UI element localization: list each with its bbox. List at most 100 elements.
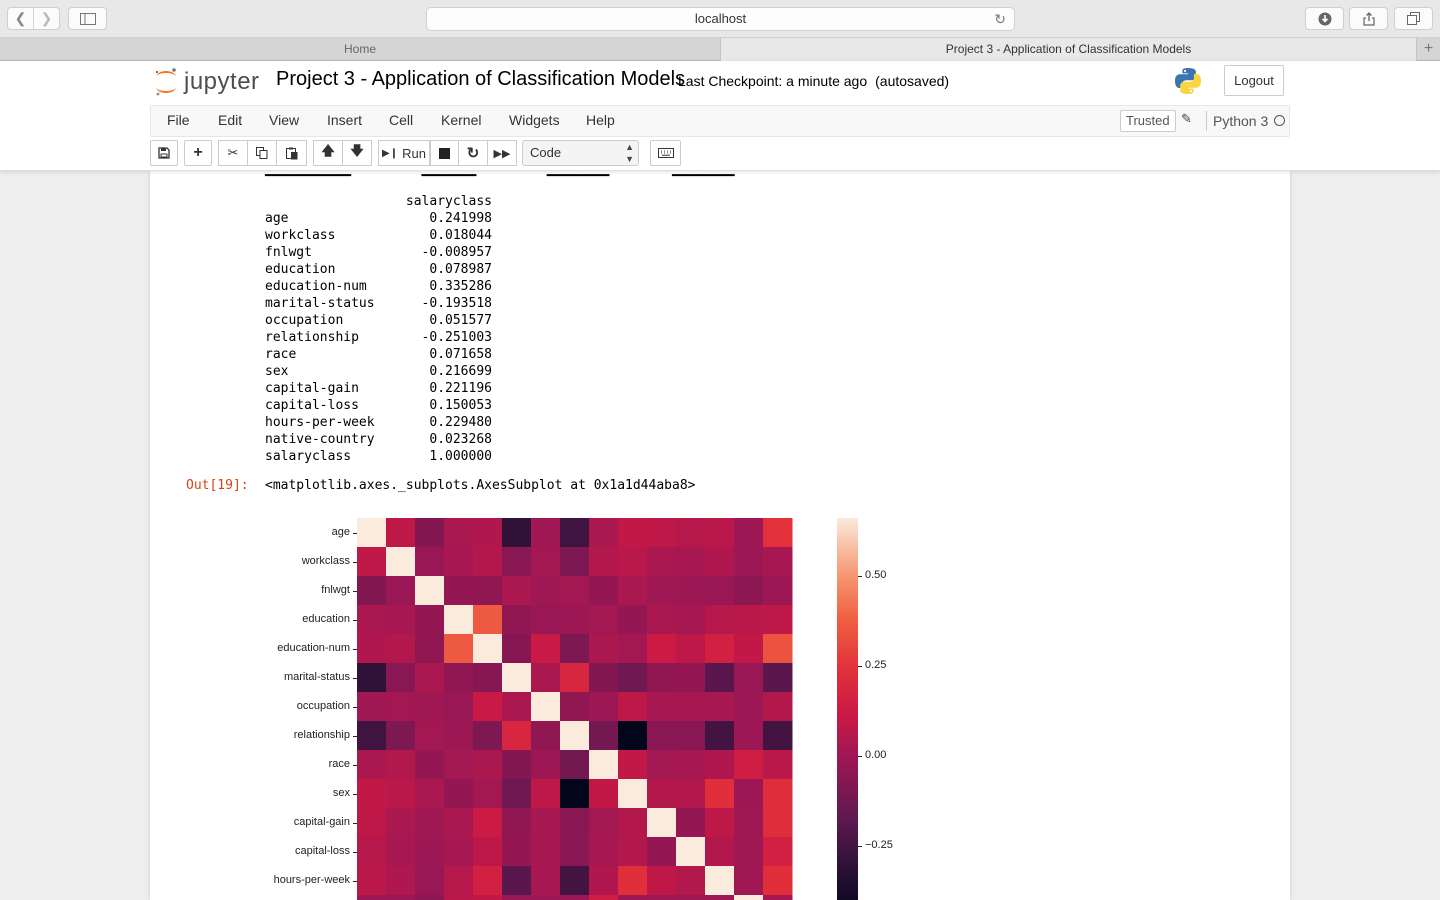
menu-view[interactable]: View xyxy=(269,112,300,128)
reload-icon[interactable]: ↻ xyxy=(994,11,1006,27)
row-label: marital-status xyxy=(265,296,375,311)
heatmap-cell xyxy=(705,808,735,838)
heatmap-cell xyxy=(589,692,619,722)
heatmap-cell xyxy=(386,895,416,900)
heatmap-cell xyxy=(531,605,561,635)
heatmap-cell xyxy=(618,518,648,548)
checkpoint-text: Last Checkpoint: a minute ago xyxy=(678,73,868,89)
move-down-button[interactable]: 🡇 xyxy=(342,140,372,166)
colorbar xyxy=(837,518,858,900)
move-up-button[interactable]: 🡅 xyxy=(313,140,343,166)
heatmap-cell xyxy=(357,605,387,635)
restart-button[interactable]: ↻ xyxy=(458,140,488,166)
heatmap-row-tick xyxy=(353,561,357,563)
heatmap-cell xyxy=(444,750,474,780)
logout-button[interactable]: Logout xyxy=(1224,65,1284,96)
new-tab-button[interactable]: + xyxy=(1417,38,1440,61)
share-icon xyxy=(1362,11,1375,26)
heatmap-cell xyxy=(473,692,503,722)
colorbar-tick-label: 0.50 xyxy=(865,568,887,581)
menu-insert[interactable]: Insert xyxy=(327,112,363,128)
heatmap-cell xyxy=(676,663,706,693)
heatmap-cell xyxy=(676,837,706,867)
heatmap-cell xyxy=(415,634,445,664)
tabs-button[interactable] xyxy=(1394,7,1433,30)
heatmap-cell xyxy=(357,692,387,722)
browser-tab-project[interactable]: Project 3 - Application of Classificatio… xyxy=(720,38,1417,61)
heatmap-cell xyxy=(618,866,648,896)
heatmap-cell xyxy=(473,779,503,809)
pencil-icon[interactable]: ✎ xyxy=(1181,111,1192,126)
insert-cell-button[interactable]: + xyxy=(184,140,212,166)
menu-file[interactable]: File xyxy=(167,112,190,128)
sidebar-button[interactable] xyxy=(68,7,107,30)
heatmap-cell xyxy=(647,576,677,606)
menu-kernel[interactable]: Kernel xyxy=(441,112,482,128)
forward-button[interactable]: ❯ xyxy=(33,8,59,29)
heatmap-cell xyxy=(705,663,735,693)
table-row: capital-gain 0.221196 xyxy=(265,381,492,398)
heatmap-cell xyxy=(618,576,648,606)
colorbar-tick xyxy=(858,575,862,577)
heatmap-cell xyxy=(531,750,561,780)
menu-cell[interactable]: Cell xyxy=(389,112,414,128)
heatmap-cell xyxy=(647,837,677,867)
notebook-container[interactable]: ▁▁▁▁▁▁▁▁▁▁▁ ▁▁▁▁▁▁▁ ▁▁▁▁▁▁▁▁ ▁▁▁▁▁▁▁▁ sa… xyxy=(150,171,1290,900)
command-palette-button[interactable] xyxy=(650,140,681,166)
heatmap-cell xyxy=(473,605,503,635)
heatmap-cell xyxy=(589,779,619,809)
heatmap-cell xyxy=(734,605,764,635)
menu-widgets[interactable]: Widgets xyxy=(509,112,560,128)
download-button[interactable] xyxy=(1305,7,1344,30)
heatmap-cell xyxy=(618,895,648,900)
heatmap-row-label: education-num xyxy=(277,641,350,654)
run-label: Run xyxy=(402,145,426,161)
row-label: age xyxy=(265,211,289,226)
tabs-icon xyxy=(1407,12,1420,25)
download-icon xyxy=(1318,12,1331,25)
trusted-badge[interactable]: Trusted xyxy=(1120,110,1176,132)
paste-button[interactable] xyxy=(276,140,307,166)
output-table-header: salaryclass xyxy=(405,194,492,209)
heatmap-cell xyxy=(705,866,735,896)
heatmap-row-label: relationship xyxy=(293,728,350,741)
heatmap-cell xyxy=(560,895,590,900)
restart-run-all-button[interactable]: ▶▶ xyxy=(487,140,517,166)
heatmap-cell xyxy=(647,721,677,751)
jupyter-header: jupyter Project 3 - Application of Class… xyxy=(0,61,1440,171)
heatmap-row-tick xyxy=(353,619,357,621)
back-button[interactable]: ❮ xyxy=(8,8,33,29)
cut-button[interactable]: ✂ xyxy=(218,140,248,166)
heatmap-cell xyxy=(415,895,445,900)
copy-button[interactable] xyxy=(247,140,277,166)
interrupt-button[interactable] xyxy=(430,140,459,166)
heatmap-cell xyxy=(589,634,619,664)
heatmap-cell xyxy=(618,634,648,664)
table-row: workclass 0.018044 xyxy=(265,228,492,245)
menu-edit[interactable]: Edit xyxy=(218,112,243,128)
row-value: 0.221196 xyxy=(429,381,492,396)
run-button[interactable]: ▶❙ Run xyxy=(378,140,430,166)
heatmap-row-label: hours-per-week xyxy=(273,873,350,886)
heatmap-cell xyxy=(531,808,561,838)
heatmap-row-tick xyxy=(353,735,357,737)
save-button[interactable] xyxy=(150,140,178,166)
row-value: 0.051577 xyxy=(429,313,492,328)
row-value: 0.078987 xyxy=(429,262,492,277)
heatmap-cell xyxy=(357,547,387,577)
heatmap-row-label: capital-loss xyxy=(294,844,350,857)
address-bar[interactable]: localhost ↻ xyxy=(426,7,1015,31)
notebook-title[interactable]: Project 3 - Application of Classificatio… xyxy=(276,68,686,90)
heatmap-cell xyxy=(676,576,706,606)
heatmap-cell xyxy=(502,576,532,606)
share-button[interactable] xyxy=(1349,7,1388,30)
browser-tab-home[interactable]: Home xyxy=(343,42,376,56)
table-row: education 0.078987 xyxy=(265,262,492,279)
jupyter-logo[interactable]: jupyter xyxy=(154,67,260,97)
row-value: 0.241998 xyxy=(429,211,492,226)
cell-type-select[interactable]: Code ▲ ▼ xyxy=(522,140,639,166)
heatmap-cell xyxy=(763,634,793,664)
heatmap-row-label: capital-gain xyxy=(293,815,350,828)
menu-help[interactable]: Help xyxy=(586,112,615,128)
heatmap-cell xyxy=(589,721,619,751)
